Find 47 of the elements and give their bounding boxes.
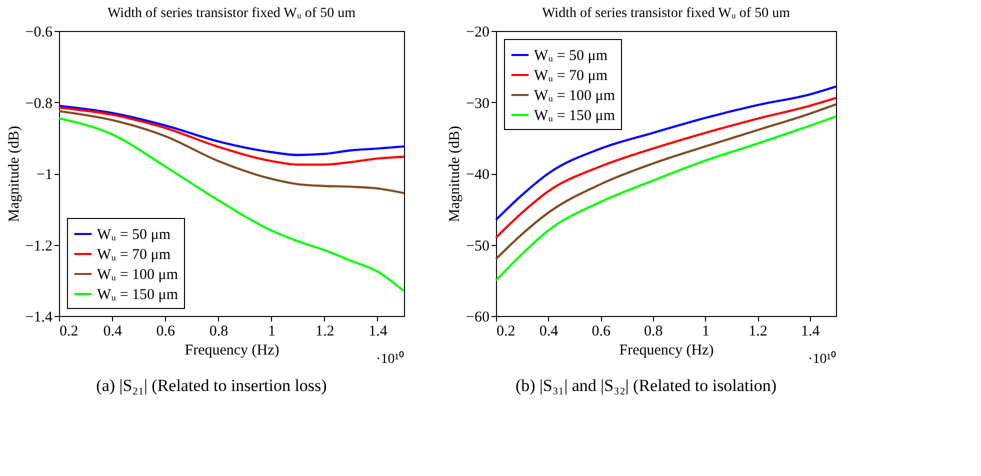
text: (b) |S₃₁| and |S₃₂| (Related to isolation) <box>515 376 777 395</box>
y-tick-label: −30 <box>466 96 490 112</box>
y-axis-title: Magnitude (dB) <box>6 126 22 222</box>
legend-label: Wᵤ = 150 μm <box>534 108 616 124</box>
y-tick-label: −1.4 <box>25 310 53 326</box>
legend-label: Wᵤ = 70 μm <box>97 247 171 263</box>
y-tick-label: −0.8 <box>25 96 52 112</box>
x-tick-label: 1.4 <box>800 324 820 340</box>
x-axis-title: Frequency (Hz) <box>184 342 280 358</box>
y-tick-label: −1 <box>36 167 52 183</box>
text: ·10¹⁰ <box>808 351 836 367</box>
x-tick-label: 0.6 <box>592 324 611 340</box>
y-tick-label: −20 <box>466 24 490 40</box>
x-tick-label: 1.4 <box>368 324 388 340</box>
x-tick-label: 1 <box>702 324 710 340</box>
x-tick-label: 0.2 <box>496 324 516 340</box>
text: (a) |S₂₁| (Related to insertion loss) <box>96 376 327 395</box>
x-tick-label: 1 <box>268 324 276 340</box>
legend-label: Wᵤ = 100 μm <box>534 88 616 104</box>
legend-label: Wᵤ = 50 μm <box>534 48 608 64</box>
x-tick-label: 1.2 <box>748 324 768 340</box>
y-tick-label: −1.2 <box>25 238 52 254</box>
y-tick-label: −50 <box>466 238 490 254</box>
chart-title: Width of series transistor fixed Wᵤ of 50 um <box>542 6 790 21</box>
text: ·10¹⁰ <box>376 351 404 367</box>
y-tick-label: −40 <box>466 167 490 183</box>
legend-label: Wᵤ = 50 μm <box>97 227 171 243</box>
legend-label: Wᵤ = 150 μm <box>97 287 178 303</box>
line-series <box>494 85 838 221</box>
line-series <box>58 110 406 194</box>
x-tick-label: 0.8 <box>209 324 228 340</box>
x-tick-label: 0.4 <box>539 324 559 340</box>
line-series <box>58 106 406 166</box>
x-tick-label: 0.6 <box>156 324 176 340</box>
x-tick-label: 1.2 <box>316 324 334 340</box>
line-series <box>58 104 406 156</box>
chart-title: Width of series transistor fixed Wᵤ of 50 um <box>108 6 356 21</box>
x-tick-label: 0.8 <box>644 324 663 340</box>
y-tick-label: −0.6 <box>25 24 53 40</box>
legend-label: Wᵤ = 70 μm <box>534 68 608 84</box>
y-tick-label: −60 <box>466 310 490 326</box>
x-tick-label: 0.4 <box>103 324 122 340</box>
x-axis-title: Frequency (Hz) <box>619 342 714 358</box>
legend-label: Wᵤ = 100 μm <box>97 267 178 283</box>
line-series <box>494 103 838 260</box>
x-tick-label: 0.2 <box>60 324 78 340</box>
y-axis-title: Magnitude (dB) <box>447 126 464 222</box>
